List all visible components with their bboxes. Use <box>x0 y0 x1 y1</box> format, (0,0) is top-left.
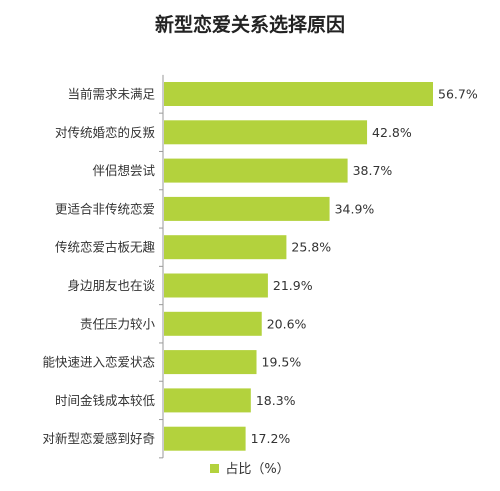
category-label: 对新型恋爱感到好奇 <box>42 431 155 446</box>
bar <box>164 350 257 375</box>
value-label: 34.9% <box>335 201 375 216</box>
category-label: 能快速进入恋爱状态 <box>42 355 155 370</box>
chart-title: 新型恋爱关系选择原因 <box>154 14 345 36</box>
legend-swatch <box>210 464 220 473</box>
bar <box>164 82 433 106</box>
category-label: 伴侣想尝试 <box>92 163 155 178</box>
value-label: 42.8% <box>372 125 412 140</box>
bar <box>164 388 251 413</box>
category-label: 对传统婚恋的反叛 <box>55 125 156 140</box>
category-label: 当前需求未满足 <box>67 87 155 102</box>
value-label: 38.7% <box>353 163 393 178</box>
bar <box>164 426 246 451</box>
category-label: 责任压力较小 <box>80 316 156 331</box>
category-label: 更适合非传统恋爱 <box>55 201 155 216</box>
legend: 占比（%） <box>0 458 500 477</box>
bar <box>164 196 330 221</box>
value-label: 18.3% <box>256 393 296 408</box>
legend-label: 占比（%） <box>225 462 290 477</box>
bar <box>164 235 287 260</box>
category-label: 时间金钱成本较低 <box>55 393 156 408</box>
bar <box>164 311 262 336</box>
value-label: 21.9% <box>273 278 313 293</box>
bar <box>164 158 348 183</box>
value-label: 19.5% <box>262 355 302 370</box>
value-label: 56.7% <box>438 87 478 102</box>
bar <box>164 120 368 145</box>
category-label: 传统恋爱古板无趣 <box>55 240 156 255</box>
value-label: 20.6% <box>267 316 307 331</box>
value-label: 25.8% <box>291 240 331 255</box>
category-label: 身边朋友也在谈 <box>67 278 155 293</box>
value-label: 17.2% <box>251 431 291 446</box>
bar <box>164 273 268 298</box>
